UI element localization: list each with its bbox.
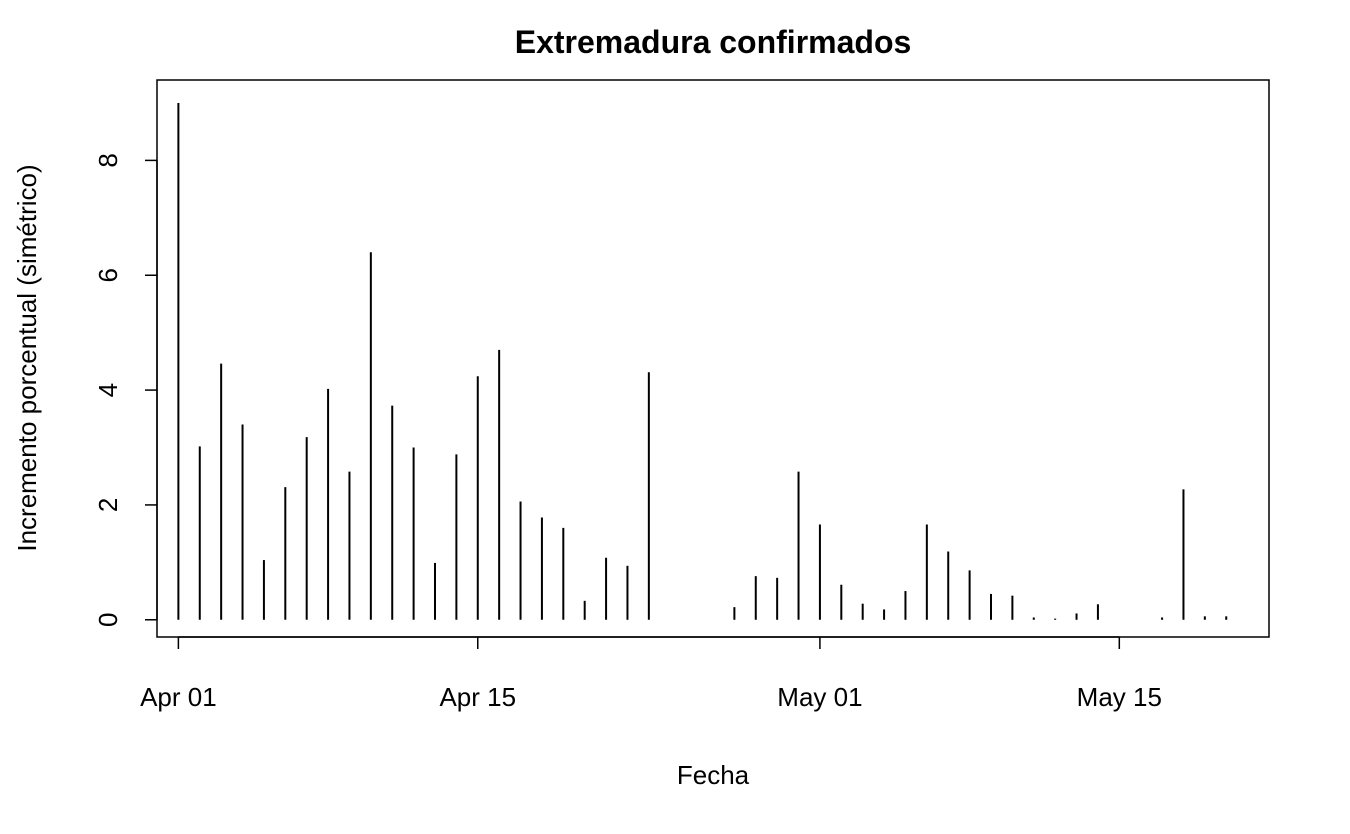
bar-series: [177, 102, 1228, 620]
y-tick-label: 4: [93, 383, 123, 397]
plot-box: [156, 79, 1270, 638]
y-axis: 0 2 4 6 8: [93, 153, 158, 627]
x-tick-label: Apr 15: [439, 682, 516, 712]
chart-title: Extremadura confirmados: [515, 24, 912, 60]
y-axis-label: Incremento porcentual (simétrico): [12, 164, 42, 551]
y-tick-label: 2: [93, 498, 123, 512]
y-tick-label: 0: [93, 613, 123, 627]
y-tick-label: 6: [93, 268, 123, 282]
x-tick-label: May 01: [777, 682, 862, 712]
x-tick-label: Apr 01: [140, 682, 217, 712]
x-axis-label: Fecha: [677, 760, 750, 790]
x-axis: Apr 01 Apr 15 May 01 May 15: [140, 636, 1162, 712]
y-tick-label: 8: [93, 153, 123, 167]
x-tick-label: May 15: [1077, 682, 1162, 712]
